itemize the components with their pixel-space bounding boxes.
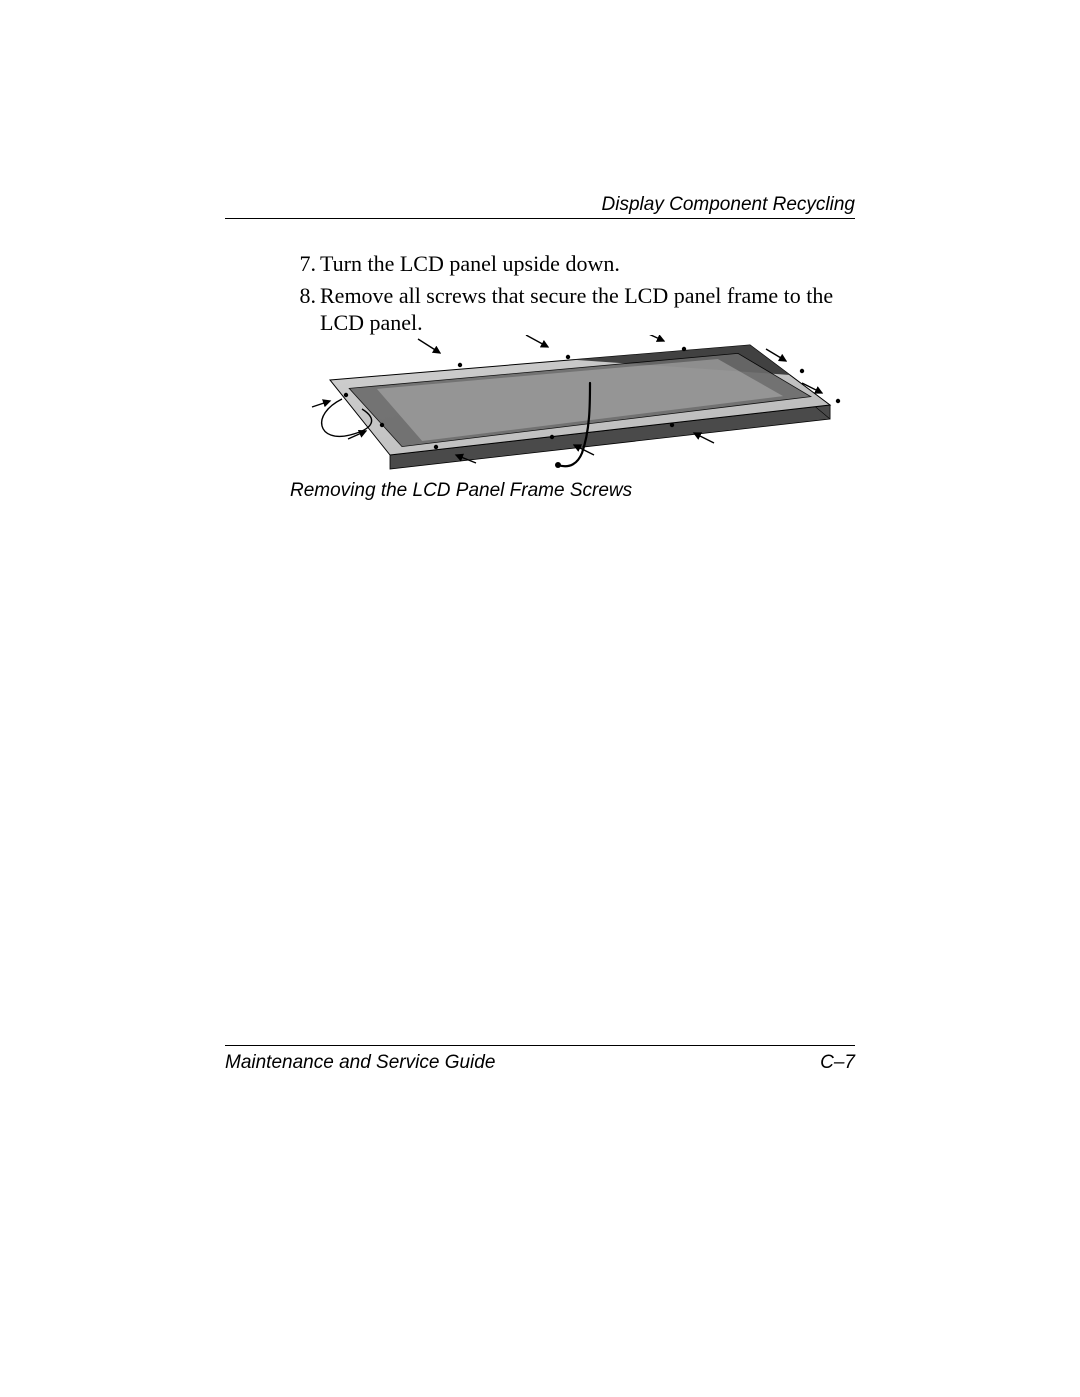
- step-text: Remove all screws that secure the LCD pa…: [320, 282, 855, 337]
- step-7: 7. Turn the LCD panel upside down.: [290, 250, 855, 278]
- lcd-panel-illustration: [290, 335, 850, 473]
- step-8: 8. Remove all screws that secure the LCD…: [290, 282, 855, 337]
- figure: [290, 335, 850, 473]
- page: Display Component Recycling 7. Turn the …: [0, 0, 1080, 1397]
- step-number: 8.: [290, 282, 320, 337]
- footer-left: Maintenance and Service Guide: [225, 1052, 495, 1074]
- footer-right: C–7: [820, 1052, 855, 1074]
- header-rule: [225, 218, 855, 219]
- body-text: 7. Turn the LCD panel upside down. 8. Re…: [290, 250, 855, 341]
- footer-rule: [225, 1045, 855, 1046]
- running-head: Display Component Recycling: [602, 194, 855, 216]
- step-number: 7.: [290, 250, 320, 278]
- step-text: Turn the LCD panel upside down.: [320, 250, 855, 278]
- figure-caption: Removing the LCD Panel Frame Screws: [290, 480, 632, 502]
